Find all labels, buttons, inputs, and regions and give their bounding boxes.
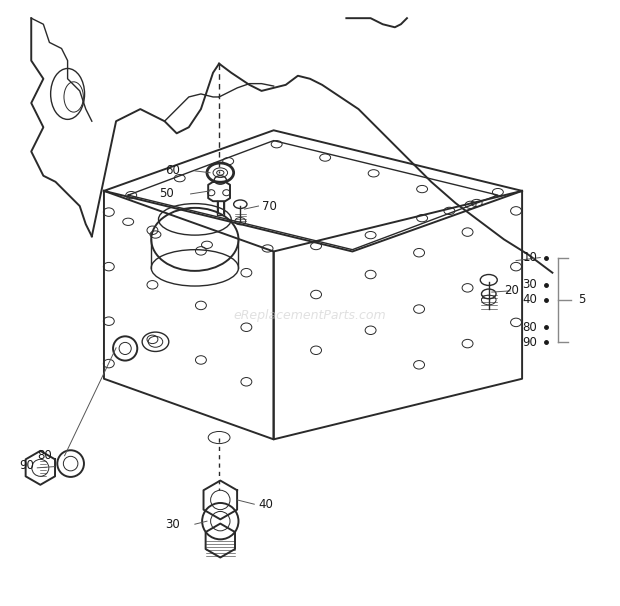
Text: 90: 90 (19, 459, 34, 472)
Text: 10: 10 (523, 251, 538, 264)
Text: 40: 40 (259, 498, 273, 511)
Text: 30: 30 (523, 278, 538, 291)
Text: 40: 40 (523, 293, 538, 307)
Text: eReplacementParts.com: eReplacementParts.com (234, 308, 386, 322)
Text: 50: 50 (159, 187, 174, 201)
Text: 60: 60 (165, 164, 180, 178)
Text: 30: 30 (165, 518, 180, 531)
Text: 5: 5 (578, 293, 585, 307)
Text: 20: 20 (504, 284, 519, 298)
Text: 90: 90 (523, 336, 538, 349)
Text: 70: 70 (262, 199, 277, 213)
Text: 80: 80 (523, 321, 538, 334)
Text: 80: 80 (38, 449, 53, 462)
